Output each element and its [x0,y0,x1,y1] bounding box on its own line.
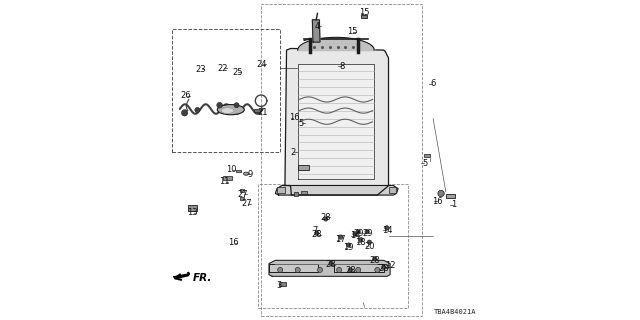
Text: 7: 7 [312,226,318,235]
Bar [361,15,367,18]
Bar [188,205,196,211]
Text: 14: 14 [350,231,360,240]
Bar [388,187,396,194]
Polygon shape [312,20,320,42]
Text: 29: 29 [362,229,372,238]
Circle shape [296,268,300,272]
Circle shape [278,268,282,272]
Circle shape [356,230,360,233]
Text: 16: 16 [289,114,300,123]
Circle shape [356,268,360,272]
Text: 2: 2 [291,148,296,156]
Ellipse shape [221,108,234,114]
Polygon shape [275,186,398,195]
Bar [240,189,244,192]
Text: 28: 28 [369,256,380,265]
Circle shape [337,268,341,272]
Text: 4: 4 [314,22,319,31]
Text: 5: 5 [298,119,303,128]
Text: 15: 15 [359,8,370,17]
Text: 19: 19 [344,243,354,252]
Text: 28: 28 [312,230,322,239]
Text: 16: 16 [433,197,443,206]
Bar [236,170,241,172]
Circle shape [373,257,376,260]
Bar [240,197,244,200]
Text: 24: 24 [257,60,268,69]
Circle shape [316,232,319,235]
Text: FR.: FR. [193,273,212,283]
Text: 27: 27 [241,199,252,208]
Ellipse shape [217,105,244,115]
Bar [258,184,408,308]
Text: 6: 6 [431,79,436,88]
Text: 25: 25 [232,68,243,77]
Text: 16: 16 [228,238,239,247]
Bar [334,264,384,271]
Text: 18: 18 [355,238,366,247]
Circle shape [368,241,371,244]
Text: 15: 15 [347,28,357,36]
Text: 21: 21 [257,108,268,117]
Text: 10: 10 [226,165,237,174]
Bar [253,109,260,112]
Circle shape [376,268,380,272]
Text: 22: 22 [218,64,228,73]
Ellipse shape [244,172,248,175]
Bar [298,165,310,170]
Text: 29: 29 [353,229,364,238]
Text: 13: 13 [188,208,198,217]
Text: 3: 3 [276,281,281,290]
Text: 20: 20 [364,242,374,251]
Circle shape [330,262,333,265]
Circle shape [347,244,350,247]
Bar [172,29,280,152]
Bar [424,154,430,157]
Circle shape [382,266,385,269]
Circle shape [235,103,239,107]
Polygon shape [269,260,390,276]
Bar [301,191,307,194]
Circle shape [359,238,362,241]
Circle shape [218,103,222,108]
Text: 9: 9 [248,170,253,179]
Text: 28: 28 [326,260,337,269]
Bar [277,187,285,194]
Circle shape [182,110,187,116]
Text: 8: 8 [340,61,345,70]
Bar [269,264,319,271]
Text: 28: 28 [321,213,331,222]
Bar [294,192,298,196]
Text: 27: 27 [237,190,248,199]
Circle shape [324,217,327,220]
Text: 11: 11 [219,177,230,186]
Circle shape [438,191,444,196]
Text: 12: 12 [385,261,396,270]
Polygon shape [173,272,189,277]
Bar [223,176,232,180]
Text: 23: 23 [195,65,206,74]
Text: 5: 5 [422,159,428,168]
Circle shape [385,226,388,229]
Circle shape [339,236,342,239]
Circle shape [318,268,322,272]
Text: 1: 1 [451,200,456,209]
Text: TBA4B4021A: TBA4B4021A [434,309,476,316]
Circle shape [353,232,356,236]
Bar [446,194,456,198]
Bar [278,282,285,286]
Circle shape [195,108,199,112]
Text: 14: 14 [381,226,392,235]
Polygon shape [298,64,374,179]
Text: 17: 17 [335,235,346,244]
Text: 28: 28 [345,266,356,276]
Text: 28: 28 [378,264,389,273]
Polygon shape [285,49,388,195]
Circle shape [349,268,352,271]
Circle shape [365,230,369,233]
Bar [261,4,422,316]
Text: 26: 26 [181,91,191,100]
